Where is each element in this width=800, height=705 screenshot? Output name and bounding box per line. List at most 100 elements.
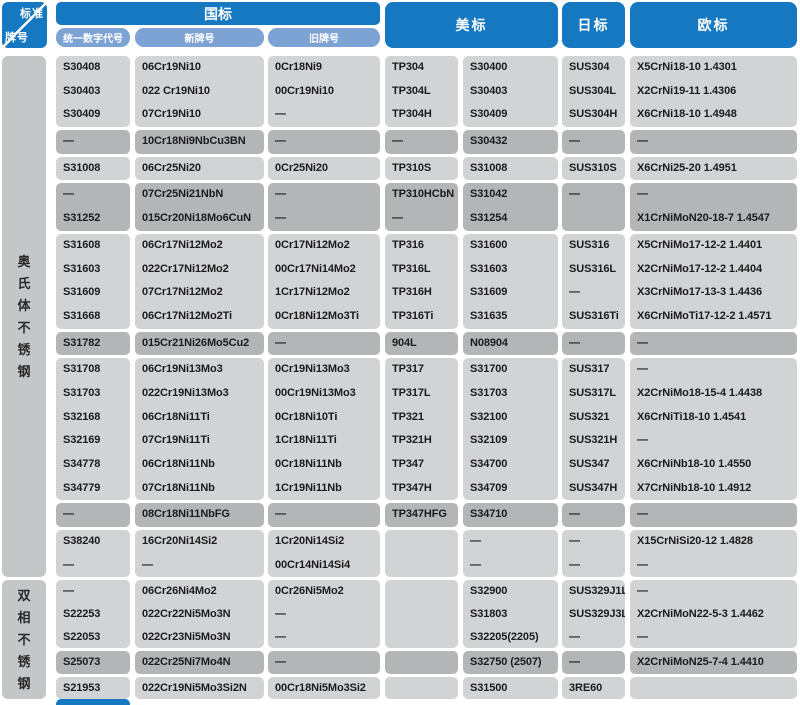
table-cell: S31700 (470, 363, 508, 376)
table-cell (385, 651, 458, 674)
table-cell: 1Cr20Ni14Si2 (275, 535, 345, 548)
table-cell: S30403 (470, 84, 508, 97)
table-cell: S32100 (470, 410, 508, 423)
table-cell: S22253 (63, 608, 101, 621)
table-block: — (268, 503, 380, 528)
table-block: TP347HFG (385, 503, 458, 528)
table-block: 0Cr17Ni12Mo2 00Cr17Ni14Mo2 1Cr17Ni12Mo2 0Cr… (268, 233, 380, 329)
table-cell: X5CrNi18-10 1.4301 (637, 61, 737, 73)
table-cell: — (569, 630, 580, 643)
table-cell: — (275, 188, 286, 201)
table-cell: S32109 (470, 434, 508, 447)
table-cell: S32750 (2507) (470, 656, 542, 669)
table-block: S31608 S31603 S31609 S31668 (56, 233, 130, 329)
table-cell: S22053 (63, 630, 101, 643)
table-cell: — (392, 135, 403, 148)
table-cell: — (637, 363, 648, 376)
table-cell: TP347H (392, 481, 432, 494)
table-cell: TP316L (392, 262, 431, 275)
table-cell: X5CrNiMo17-12-2 1.4401 (637, 238, 762, 251)
table-block: 06Cr17Ni12Mo2 022Cr17Ni12Mo2 07Cr17Ni12Mo2… (135, 233, 264, 329)
table-block: 07Cr25Ni21NbN 015Cr20Ni18Mo6CuN (135, 183, 264, 231)
table-cell: — (637, 336, 648, 349)
table-cell: TP317L (392, 386, 431, 399)
subheader-old-grade: 旧牌号 (268, 28, 380, 47)
table-block: SUS316 SUS316L — SUS316Ti (562, 233, 625, 329)
table-cell (385, 603, 458, 626)
table-cell: S30400 (470, 61, 508, 73)
table-block: 00Cr18Ni5Mo3Si2 (268, 676, 380, 700)
table-cell: S30409 (470, 108, 508, 121)
table-cell: 0Cr18Ni12Mo3Ti (275, 309, 359, 322)
table-cell: S34700 (470, 458, 508, 470)
table-cell: S31609 (470, 286, 508, 299)
table-cell: 022Cr22Ni5Mo3N (142, 608, 231, 621)
table-block: SUS310S (562, 156, 625, 181)
table-block: S30408 S30403 S30409 (56, 56, 130, 128)
table-cell: TP321H (392, 434, 432, 447)
table-cell: 06Cr18Ni11Nb (142, 458, 215, 470)
table-block: SUS304 SUS304L SUS304H (562, 56, 625, 128)
table-block: — S31252 (56, 183, 130, 231)
table-block: 022Cr25Ni7Mo4N (135, 651, 264, 674)
table-cell: — (392, 212, 403, 225)
table-block: — (630, 331, 797, 356)
table-cell: 0Cr19Ni13Mo3 (275, 363, 350, 376)
table-block: TP310HCbN — (385, 183, 458, 231)
table-cell: 06Cr26Ni4Mo2 (142, 585, 217, 598)
table-block: S31042 S31254 (463, 183, 558, 231)
table-block: — (562, 651, 625, 674)
table-block: 0Cr25Ni20 (268, 156, 380, 181)
table-cell: 0Cr26Ni5Mo2 (275, 585, 344, 598)
section-label-char: 体 (17, 297, 31, 313)
section-label-char: 相 (17, 609, 31, 625)
table-cell: S31703 (470, 386, 508, 399)
table-cell: 022Cr17Ni12Mo2 (142, 262, 229, 275)
table-block: TP317 TP317L TP321 TP321H TP347 TP347H (385, 358, 458, 501)
table-block: — X1CrNiMoN20-18-7 1.4547 (630, 183, 797, 231)
table-block: — (56, 130, 130, 154)
table-block (630, 676, 797, 700)
table-cell: X2CrNi19-11 1.4306 (637, 84, 737, 97)
table-cell: 00Cr14Ni14Si4 (275, 558, 351, 571)
table-cell: 00Cr18Ni5Mo3Si2 (275, 681, 366, 694)
table-cell: S31668 (63, 309, 101, 322)
table-cell: TP304L (392, 84, 431, 97)
table-cell: TP317 (392, 363, 424, 376)
table-cell: X6CrNi18-10 1.4948 (637, 108, 737, 121)
table-cell: 06Cr17Ni12Mo2 (142, 238, 223, 251)
table-block: TP316 TP316L TP316H TP316Ti (385, 233, 458, 329)
table-cell: — (275, 656, 286, 669)
table-cell: X6CrNiTi18-10 1.4541 (637, 410, 747, 423)
header-jp-standard: 日标 (562, 2, 625, 48)
table-cell: SUS329J3L (569, 608, 625, 621)
table-cell: — (142, 558, 153, 571)
table-cell: S31609 (63, 286, 101, 299)
table-block: — S22253 S22053 (56, 580, 130, 649)
table-cell: — (637, 135, 648, 148)
table-cell: 0Cr17Ni12Mo2 (275, 238, 350, 251)
table-cell: — (637, 558, 648, 571)
table-cell: SUS304L (569, 84, 616, 97)
table-block: — (56, 503, 130, 528)
table-cell: — (63, 188, 74, 201)
table-block: X5CrNiMo17-12-2 1.4401 X2CrNiMo17-12-2 1.… (630, 233, 797, 329)
table-cell: S31603 (63, 262, 101, 275)
table-cell: X3CrNiMo17-13-3 1.4436 (637, 286, 762, 299)
table-cell: S38240 (63, 535, 101, 548)
table-cell: S30403 (63, 84, 101, 97)
table-cell: X6CrNiMoTi17-12-2 1.4571 (637, 309, 772, 322)
table-cell: S32168 (63, 410, 101, 423)
table-cell: X15CrNiSi20-12 1.4828 (637, 535, 753, 548)
table-cell: 07Cr18Ni11Nb (142, 481, 215, 494)
table-cell: 015Cr21Ni26Mo5Cu2 (142, 336, 250, 349)
table-cell: 00Cr19Ni10 (275, 84, 334, 97)
subheader-new-grade: 新牌号 (135, 28, 264, 47)
table-cell: SUS321 (569, 410, 610, 423)
table-block (385, 530, 458, 578)
table-block: 16Cr20Ni14Si2 — (135, 530, 264, 578)
table-block: 0Cr26Ni5Mo2 — — (268, 580, 380, 649)
table-cell: S32205(2205) (470, 630, 539, 643)
table-cell: 015Cr20Ni18Mo6CuN (142, 212, 251, 225)
